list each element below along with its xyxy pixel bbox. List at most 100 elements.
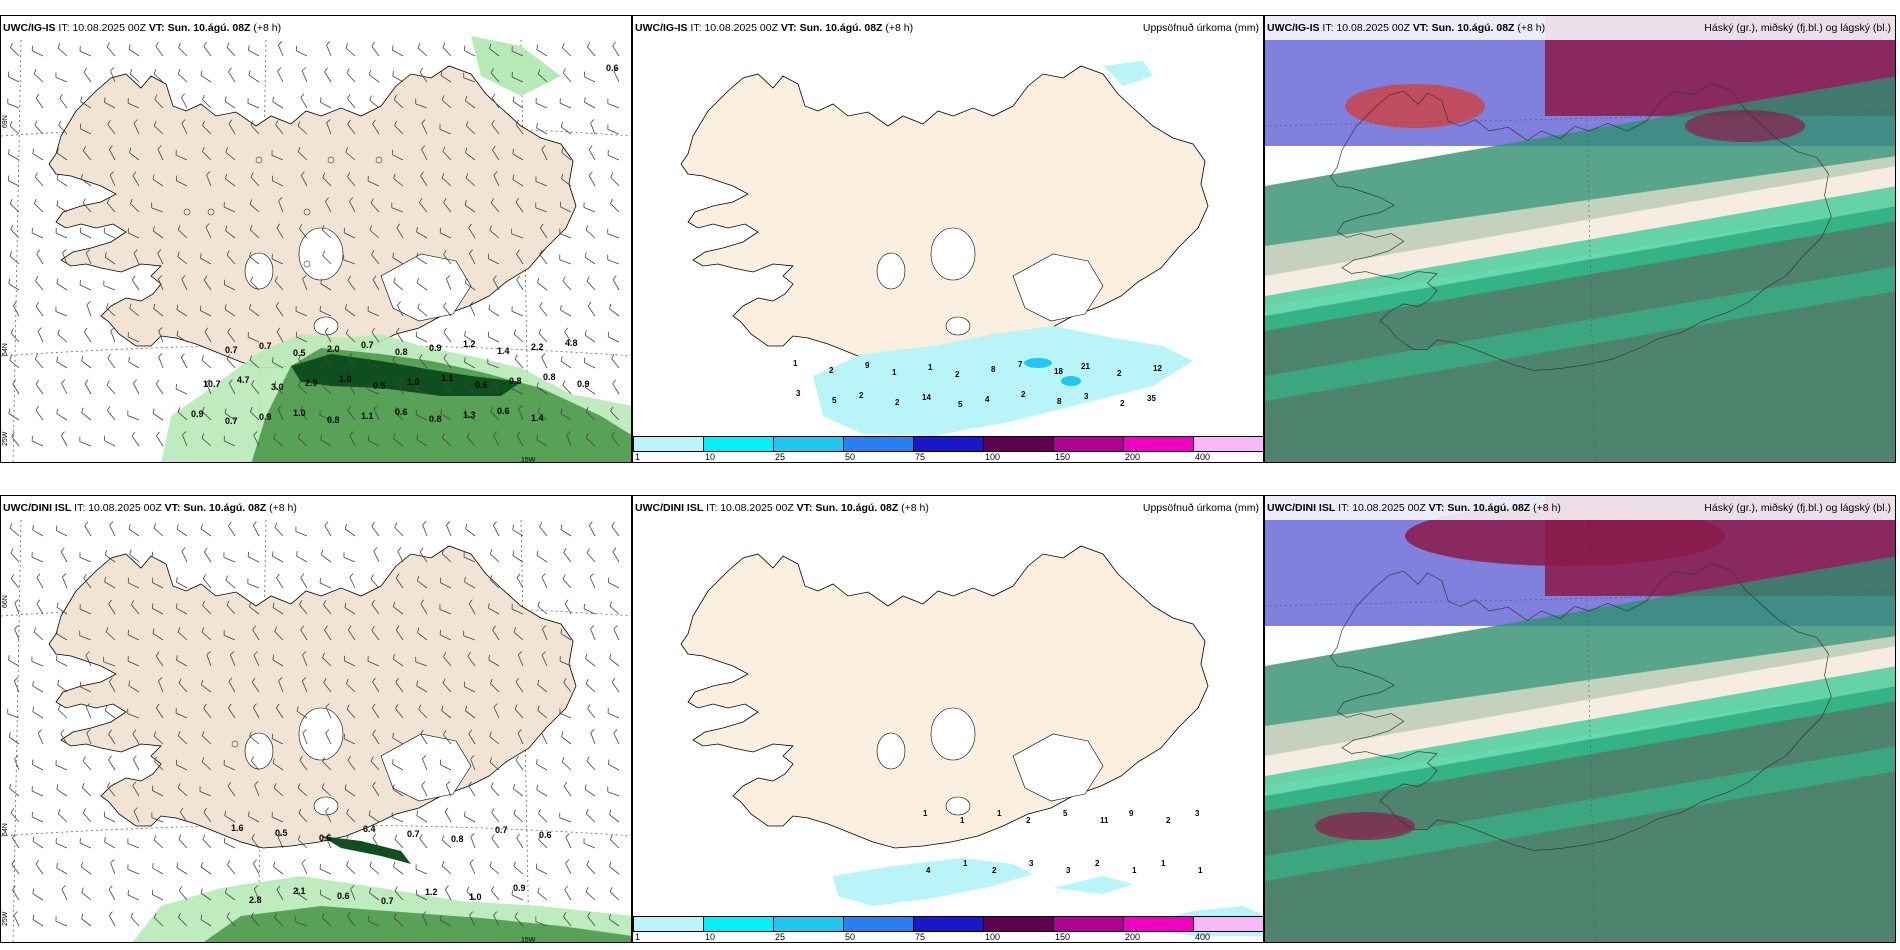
wind-barb-icon [223, 557, 236, 563]
wind-barb-icon [249, 256, 260, 265]
wind-barb-flag-icon [609, 809, 612, 815]
wind-barb-icon [247, 102, 260, 109]
wind-barb-icon [156, 435, 164, 447]
wind-barb-flag-icon [536, 122, 538, 129]
wind-barb-flag-icon [585, 406, 589, 412]
wind-barb-icon [8, 413, 20, 421]
wind-barb-flag-icon [417, 43, 421, 49]
wind-barb-icon [513, 813, 524, 823]
wind-barb-flag-icon [81, 782, 85, 788]
wind-barb-flag-icon [201, 731, 205, 736]
wind-barb-flag-icon [516, 431, 521, 436]
model-name: UWC/DINI ISL [3, 502, 72, 514]
wind-barb-icon [392, 257, 404, 265]
wind-barb-icon [37, 330, 44, 343]
wind-barb-flag-icon [129, 147, 132, 153]
colorbar-segment [633, 916, 704, 932]
wind-barb-flag-icon [199, 305, 202, 311]
wind-barb-flag-icon [9, 783, 12, 789]
wind-barb-icon [36, 603, 44, 615]
wind-barb-icon [301, 862, 308, 875]
vt-value: Sun. 10.ágú. 08Z [183, 502, 267, 514]
wind-barb-flag-icon [440, 70, 443, 76]
wind-barb-icon [345, 308, 356, 317]
wind-barb-icon [343, 738, 356, 745]
wind-barb-flag-icon [131, 600, 135, 605]
wind-barb-icon [324, 331, 332, 343]
wind-barb-icon [465, 125, 476, 135]
wind-barb-flag-icon [322, 172, 326, 178]
wind-barb-icon [541, 149, 548, 161]
wind-barb-flag-icon [347, 625, 352, 631]
wind-barb-icon [202, 151, 212, 161]
wind-barb-flag-icon [110, 327, 115, 332]
wind-barb-icon [441, 99, 452, 109]
wind-barb-icon [131, 279, 140, 291]
wind-barb-flag-icon [321, 380, 325, 386]
wind-barb-flag-icon [252, 703, 257, 708]
wind-barb-flag-icon [348, 379, 352, 385]
wind-barb-icon [442, 682, 452, 693]
precip-value-label: 1.0 [469, 892, 482, 902]
wind-barb-flag-icon [372, 729, 376, 735]
wind-barb-flag-icon [607, 577, 610, 583]
wind-barb-icon [12, 837, 20, 849]
wind-barb-flag-icon [200, 888, 203, 894]
wind-barb-icon [227, 786, 236, 797]
vt-value: Sun. 10.ágú. 08Z [1447, 502, 1531, 514]
panel-clouds-igis: UWC/IG-IS IT: 10.08.2025 00Z VT: Sun. 10… [1264, 15, 1896, 463]
wind-barb-icon [609, 605, 620, 615]
wind-barb-icon [152, 894, 164, 901]
wind-barb-icon [12, 889, 20, 901]
wind-barb-icon [33, 73, 44, 83]
colorbar-segment [913, 916, 984, 932]
panel-title: Háský (gr.), miðský (fj.bl.) og lágský (… [1704, 502, 1891, 514]
it-label: IT: [74, 502, 86, 514]
wind-barb-flag-icon [273, 783, 277, 789]
wind-barb-flag-icon [324, 67, 328, 73]
wind-barb-flag-icon [566, 431, 571, 436]
wind-barb-flag-icon [272, 758, 275, 764]
wind-barb-icon [369, 74, 380, 83]
wind-barb-icon [371, 526, 380, 537]
wind-barb-icon [536, 127, 548, 135]
wind-barb-flag-icon [347, 755, 351, 761]
wind-barb-flag-icon [612, 379, 617, 385]
wind-barb-flag-icon [275, 120, 279, 125]
wind-barb-icon [152, 413, 164, 421]
wind-barb-icon [419, 551, 428, 563]
wind-barb-flag-icon [249, 199, 253, 205]
wind-barb-icon [178, 890, 188, 901]
wind-barb-icon [276, 889, 284, 901]
wind-barb-flag-icon [493, 703, 498, 708]
wind-barb-icon [81, 918, 92, 927]
panel-header: UWC/DINI ISL IT: 10.08.2025 00Z VT: Sun.… [1, 496, 631, 520]
wind-barb-flag-icon [537, 887, 540, 893]
wind-barb-icon [155, 383, 164, 395]
wind-barb-flag-icon [515, 677, 519, 683]
colorbar-tick-label: 150 [1055, 452, 1071, 462]
panel-header: UWC/DINI ISL IT: 10.08.2025 00Z VT: Sun.… [633, 496, 1263, 520]
wind-barb-icon [493, 915, 500, 927]
wind-barb-icon [418, 709, 428, 719]
wind-barb-flag-icon [562, 68, 566, 74]
wind-barb-flag-icon [104, 576, 106, 582]
wind-barb-flag-icon [371, 327, 375, 333]
wind-barb-icon [85, 654, 92, 667]
precip-value-label: 1.2 [425, 887, 438, 897]
wind-barb-flag-icon [228, 521, 232, 527]
wind-barb-flag-icon [9, 355, 12, 361]
wind-barb-icon [249, 359, 260, 369]
precip-amount-label: 1 [1198, 866, 1203, 875]
wind-barb-icon [176, 659, 188, 667]
wind-barb-flag-icon [395, 704, 399, 709]
wind-barb-flag-icon [491, 886, 495, 891]
wind-barb-icon [82, 787, 92, 797]
wind-barb-flag-icon [393, 861, 396, 867]
wind-barb-flag-icon [252, 521, 257, 526]
precip-value-label: 2.2 [531, 342, 544, 352]
wind-barb-flag-icon [585, 887, 589, 892]
wind-barb-icon [105, 631, 116, 641]
wind-barb-flag-icon [465, 173, 469, 179]
wind-barb-icon [326, 44, 332, 57]
